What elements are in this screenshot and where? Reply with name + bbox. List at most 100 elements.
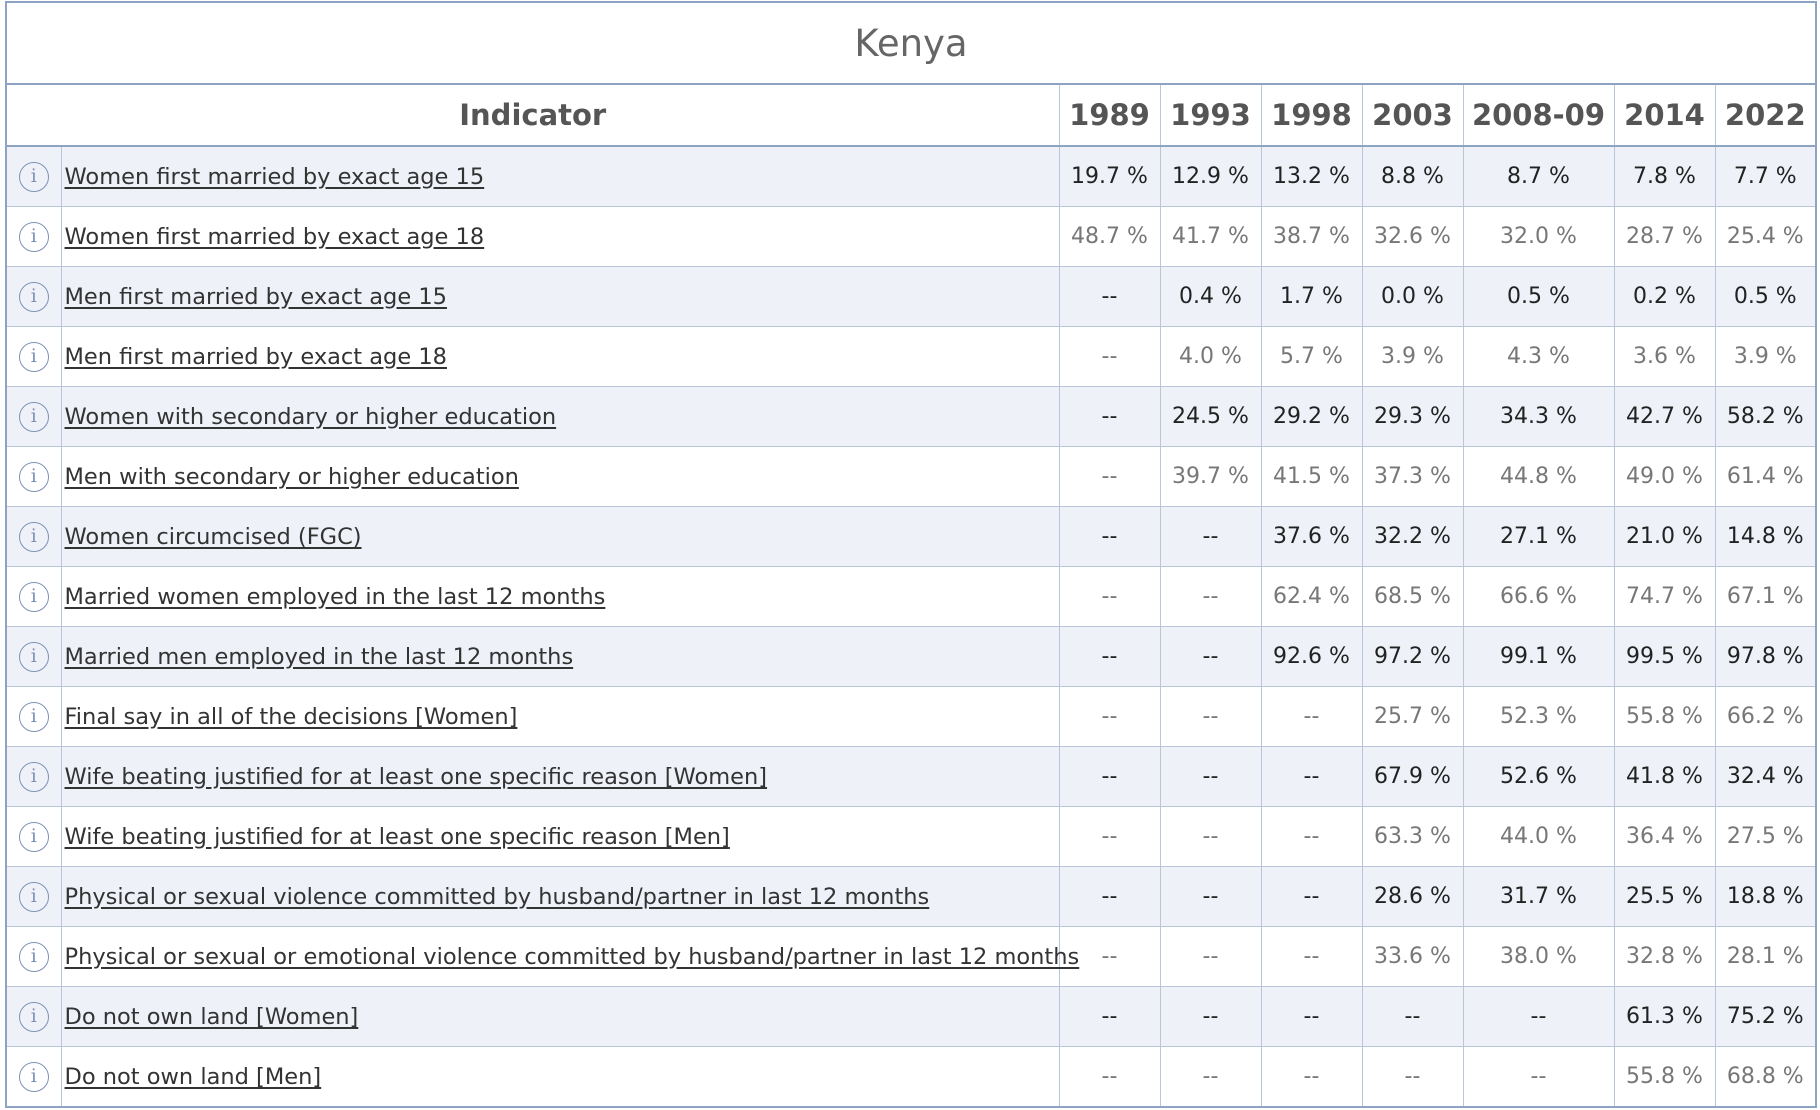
value-cell: 32.2 %	[1361, 506, 1464, 567]
indicator-link[interactable]: Final say in all of the decisions [Women…	[64, 703, 518, 730]
info-icon[interactable]: i	[18, 701, 49, 732]
indicator-table: Kenya Indicator 1989 1993 1998 2003 2008…	[5, 1, 1818, 1108]
value-cell: 3.6 %	[1613, 326, 1716, 387]
info-cell: i	[5, 746, 62, 807]
value-cell: 32.4 %	[1714, 746, 1817, 807]
info-icon[interactable]: i	[18, 1001, 49, 1032]
indicator-link[interactable]: Wife beating justified for at least one …	[64, 763, 768, 790]
value-cell: --	[1260, 1046, 1363, 1108]
table-row: i Wife beating justified for at least one…	[5, 806, 1817, 867]
info-icon[interactable]: i	[18, 161, 49, 192]
indicator-link[interactable]: Men first married by exact age 18	[64, 343, 447, 370]
value-cell: 29.2 %	[1260, 386, 1363, 447]
info-icon[interactable]: i	[18, 221, 49, 252]
value-cell: 0.5 %	[1462, 266, 1615, 327]
value-cell: 27.1 %	[1462, 506, 1615, 567]
indicator-link[interactable]: Women circumcised (FGC)	[64, 523, 362, 550]
value-cell: 4.3 %	[1462, 326, 1615, 387]
table-row: i Physical or sexual or emotional violenc…	[5, 926, 1817, 987]
column-header-year: 2003	[1361, 83, 1464, 147]
indicator-link[interactable]: Wife beating justified for at least one …	[64, 823, 730, 850]
value-cell: 7.7 %	[1714, 145, 1817, 207]
value-cell: 49.0 %	[1613, 446, 1716, 507]
value-cell: 63.3 %	[1361, 806, 1464, 867]
indicator-table-container: Kenya Indicator 1989 1993 1998 2003 2008…	[5, 1, 1818, 1108]
value-cell: 28.1 %	[1714, 926, 1817, 987]
indicator-link[interactable]: Men with secondary or higher education	[64, 463, 519, 490]
info-cell: i	[5, 926, 62, 987]
value-cell: --	[1462, 986, 1615, 1047]
value-cell: 25.4 %	[1714, 206, 1817, 267]
indicator-link[interactable]: Men first married by exact age 15	[64, 283, 447, 310]
column-header-year: 2014	[1613, 83, 1716, 147]
table-row: i Women circumcised (FGC) -- -- 37.6 % 32.2 %…	[5, 506, 1817, 567]
info-icon[interactable]: i	[18, 761, 49, 792]
value-cell: 28.7 %	[1613, 206, 1716, 267]
indicator-link[interactable]: Do not own land [Men]	[64, 1063, 322, 1090]
info-cell: i	[5, 386, 62, 447]
info-icon[interactable]: i	[18, 1061, 49, 1092]
indicator-link[interactable]: Women with secondary or higher education	[64, 403, 557, 430]
value-cell: --	[1058, 326, 1161, 387]
value-cell: 37.6 %	[1260, 506, 1363, 567]
indicator-cell: Men first married by exact age 18	[60, 326, 1060, 387]
info-icon[interactable]: i	[18, 581, 49, 612]
info-icon[interactable]: i	[18, 941, 49, 972]
value-cell: 28.6 %	[1361, 866, 1464, 927]
value-cell: --	[1260, 926, 1363, 987]
indicator-link[interactable]: Married women employed in the last 12 mo…	[64, 583, 606, 610]
value-cell: --	[1058, 1046, 1161, 1108]
table-row: i Married men employed in the last 12 mon…	[5, 626, 1817, 687]
info-icon[interactable]: i	[18, 281, 49, 312]
table-title: Kenya	[5, 1, 1817, 85]
value-cell: 0.5 %	[1714, 266, 1817, 327]
value-cell: 66.6 %	[1462, 566, 1615, 627]
value-cell: 33.6 %	[1361, 926, 1464, 987]
indicator-link[interactable]: Married men employed in the last 12 mont…	[64, 643, 574, 670]
indicator-cell: Married men employed in the last 12 mont…	[60, 626, 1060, 687]
value-cell: --	[1260, 866, 1363, 927]
indicator-link[interactable]: Women first married by exact age 18	[64, 223, 485, 250]
value-cell: 74.7 %	[1613, 566, 1716, 627]
value-cell: --	[1159, 806, 1262, 867]
info-cell: i	[5, 145, 62, 207]
indicator-link[interactable]: Physical or sexual violence committed by…	[64, 883, 930, 910]
indicator-cell: Final say in all of the decisions [Women…	[60, 686, 1060, 747]
value-cell: --	[1159, 686, 1262, 747]
table-row: i Men first married by exact age 15 -- 0.4 …	[5, 266, 1817, 327]
indicator-link[interactable]: Do not own land [Women]	[64, 1003, 359, 1030]
info-icon[interactable]: i	[18, 521, 49, 552]
value-cell: 14.8 %	[1714, 506, 1817, 567]
indicator-link[interactable]: Women first married by exact age 15	[64, 163, 485, 190]
value-cell: 97.2 %	[1361, 626, 1464, 687]
table-row: i Physical or sexual violence committed b…	[5, 866, 1817, 927]
value-cell: 32.6 %	[1361, 206, 1464, 267]
value-cell: 61.3 %	[1613, 986, 1716, 1047]
value-cell: --	[1159, 986, 1262, 1047]
info-icon[interactable]: i	[18, 641, 49, 672]
value-cell: --	[1260, 806, 1363, 867]
value-cell: 0.0 %	[1361, 266, 1464, 327]
info-icon[interactable]: i	[18, 401, 49, 432]
value-cell: 66.2 %	[1714, 686, 1817, 747]
value-cell: 1.7 %	[1260, 266, 1363, 327]
value-cell: 67.1 %	[1714, 566, 1817, 627]
column-header-year: 1989	[1058, 83, 1161, 147]
value-cell: 34.3 %	[1462, 386, 1615, 447]
value-cell: 3.9 %	[1714, 326, 1817, 387]
value-cell: 24.5 %	[1159, 386, 1262, 447]
value-cell: --	[1159, 1046, 1262, 1108]
value-cell: --	[1260, 746, 1363, 807]
value-cell: 62.4 %	[1260, 566, 1363, 627]
table-row: i Do not own land [Men] -- -- -- -- -- 55.8 % 68…	[5, 1046, 1817, 1108]
indicator-link[interactable]: Physical or sexual or emotional violence…	[64, 943, 1080, 970]
value-cell: 97.8 %	[1714, 626, 1817, 687]
info-icon[interactable]: i	[18, 821, 49, 852]
value-cell: 5.7 %	[1260, 326, 1363, 387]
info-icon[interactable]: i	[18, 881, 49, 912]
value-cell: 18.8 %	[1714, 866, 1817, 927]
table-row: i Women first married by exact age 15 19.7…	[5, 145, 1817, 207]
column-header-year: 2022	[1714, 83, 1817, 147]
info-icon[interactable]: i	[18, 461, 49, 492]
info-icon[interactable]: i	[18, 341, 49, 372]
